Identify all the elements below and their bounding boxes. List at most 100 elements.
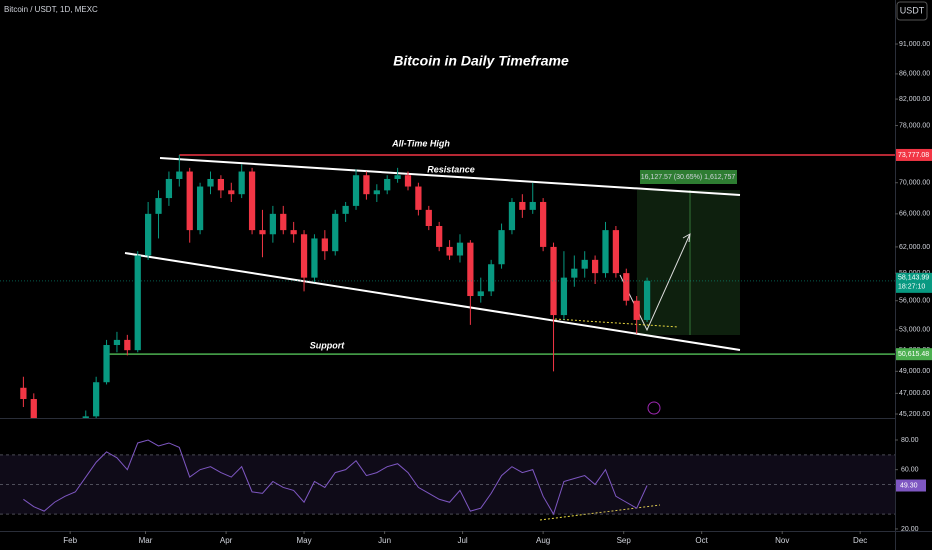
candle-body	[165, 178, 173, 199]
x-tick-label: Jun	[378, 536, 391, 545]
candle-body	[93, 382, 100, 417]
candle-body	[446, 246, 453, 256]
rsi-badge	[896, 479, 926, 492]
price-pane	[20, 154, 895, 418]
candle-body	[20, 387, 27, 400]
candle-body	[425, 209, 432, 227]
y-tick-label: 70,000.00	[899, 180, 930, 187]
candle-body	[467, 242, 474, 297]
candle-body	[373, 190, 380, 195]
x-tick-label: Feb	[63, 536, 77, 545]
candle-body	[196, 186, 204, 231]
x-tick-label: Apr	[220, 536, 233, 545]
candle-body	[134, 255, 141, 351]
candle-body	[332, 213, 339, 252]
candle-body	[540, 201, 547, 247]
rsi-divergence-line	[539, 504, 661, 521]
y-tick-label: 82,000.00	[899, 96, 930, 103]
y-tick-label: 47,000.00	[899, 390, 930, 397]
candle-body	[176, 171, 183, 179]
candle-body	[311, 238, 318, 278]
candle-body	[591, 259, 599, 274]
candle-body	[384, 178, 391, 191]
candle-body	[581, 259, 588, 269]
last-price-label: 58,143.99	[898, 275, 929, 282]
resistance-line	[159, 157, 741, 196]
candle-body	[571, 268, 578, 278]
y-tick-label: 49,000.00	[899, 368, 930, 375]
candle-body	[436, 226, 443, 247]
candle-body	[145, 213, 152, 256]
y-tick-label: 62,000.00	[899, 244, 930, 251]
y-tick-label: 78,000.00	[899, 122, 930, 129]
currency-button[interactable]	[896, 1, 928, 21]
x-tick-label: Oct	[695, 536, 708, 545]
candle-body	[124, 339, 131, 351]
candle-body	[633, 300, 640, 320]
event-icon	[647, 401, 661, 415]
candle-body	[290, 230, 297, 235]
support-label: Support	[310, 340, 345, 350]
support-trendline	[124, 252, 741, 351]
rsi-tick-label: 80.00	[901, 437, 919, 444]
candle-body	[155, 198, 162, 214]
y-tick-label: 53,000.00	[899, 327, 930, 334]
rsi-line	[23, 439, 648, 516]
candle-body	[259, 230, 266, 235]
candle-body	[321, 238, 328, 252]
arrow-head	[682, 233, 691, 243]
currency-label[interactable]: USDT	[900, 5, 925, 15]
measure-label: 16,127.57 (30.65%) 1,612,757	[641, 174, 736, 181]
candle-body	[352, 175, 360, 206]
candle-body	[488, 264, 495, 292]
x-tick-label: May	[296, 536, 311, 545]
candle-body	[550, 246, 557, 316]
x-tick-label: Mar	[139, 536, 153, 545]
candle-body	[217, 178, 225, 191]
measure-badge	[640, 170, 737, 184]
candle-body	[560, 277, 568, 316]
level-badge-label: 73,777.08	[898, 152, 929, 159]
symbol-label: Bitcoin / USDT, 1D, MEXC	[4, 5, 98, 14]
candle-body	[529, 201, 536, 210]
candle-body	[207, 178, 214, 187]
measure-zone	[637, 190, 740, 335]
countdown-label: 18:27:10	[898, 284, 925, 291]
ath-label: All-Time High	[391, 138, 450, 148]
candle-body	[519, 201, 526, 210]
candle-body	[269, 213, 276, 235]
candle-body	[342, 205, 349, 214]
candle-body	[623, 273, 630, 301]
rsi-tick-label: 60.00	[901, 466, 919, 473]
y-tick-label: 45,200.00	[899, 411, 930, 418]
candle-body	[363, 175, 370, 195]
candle-body	[456, 242, 464, 256]
chart-title: Bitcoin in Daily Timeframe	[393, 53, 569, 69]
candle-body	[280, 213, 287, 231]
candle-body	[228, 190, 235, 195]
candle-body	[30, 399, 37, 418]
candle-body	[238, 171, 245, 195]
candle-body	[415, 186, 422, 210]
divergence-line	[554, 318, 679, 328]
last-price-badge	[896, 272, 932, 293]
x-tick-label: Sep	[617, 536, 632, 545]
candle-body	[508, 201, 516, 231]
candle-body	[643, 280, 651, 320]
resistance-label: Resistance	[427, 164, 475, 174]
candle-body	[113, 339, 121, 346]
candle-body	[103, 345, 110, 383]
candle-body	[82, 416, 89, 418]
x-tick-label: Dec	[853, 536, 867, 545]
candle-body	[300, 234, 308, 278]
x-tick-label: Jul	[457, 536, 467, 545]
rsi-tick-label: 20.00	[901, 526, 919, 533]
level-badge	[896, 348, 932, 361]
level-badge	[896, 148, 932, 161]
y-tick-label: 91,000.00	[899, 41, 930, 48]
candle-body	[404, 175, 412, 187]
level-badge-label: 50,615.48	[898, 351, 929, 358]
candle-body	[477, 291, 484, 297]
